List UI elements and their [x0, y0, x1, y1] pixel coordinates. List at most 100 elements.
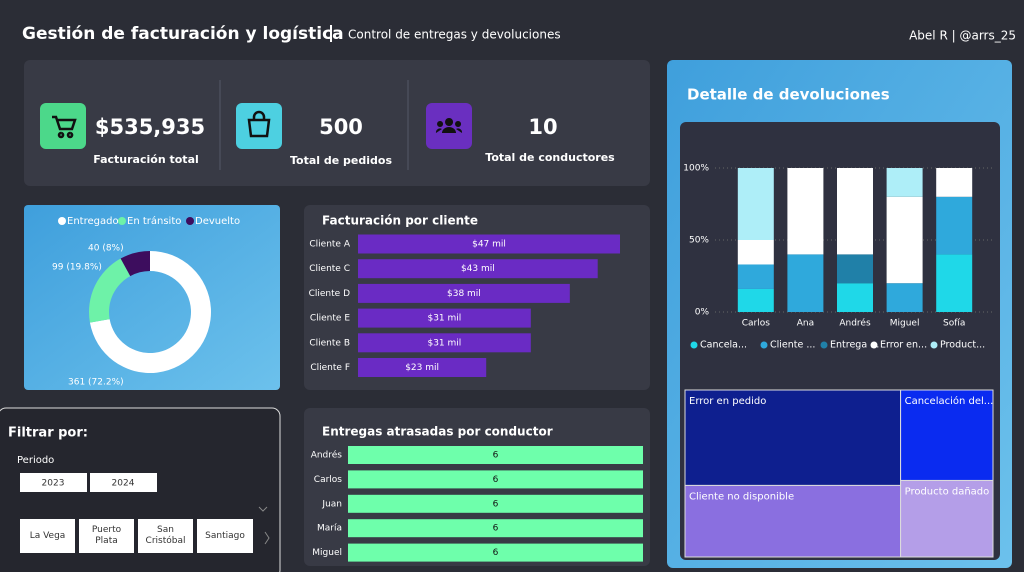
bar — [348, 446, 643, 464]
chart-title: Entregas atrasadas por conductor — [322, 425, 553, 439]
chart-title: Facturación por cliente — [322, 214, 478, 228]
filter-title: Filtrar por: — [8, 426, 88, 441]
data-label: $47 mil — [472, 240, 506, 250]
legend-label: Devuelto — [195, 216, 240, 227]
legend-label: Cancela... — [700, 340, 747, 351]
treemap-label: Error en pedido — [689, 396, 766, 407]
data-label: $31 mil — [427, 338, 461, 348]
kpi-icon — [236, 103, 282, 149]
legend-marker — [870, 341, 878, 349]
data-label: $43 mil — [461, 264, 495, 274]
kpi-label: Total de conductores — [485, 151, 615, 164]
bar — [358, 308, 531, 328]
bar-segment — [886, 196, 923, 284]
location-tile[interactable]: Puerto Plata — [79, 519, 134, 553]
bar-segment — [936, 254, 973, 312]
bar — [348, 494, 643, 513]
subtitle: Control de entregas y devoluciones — [348, 28, 561, 42]
category-label: Andrés — [311, 450, 343, 461]
data-label: 361 (72.2%) — [68, 378, 124, 388]
donut-slice — [120, 251, 150, 277]
user: Abel R | @arrs_25 — [909, 29, 1016, 43]
category-label: Miguel — [312, 548, 342, 558]
category-label: Cliente C — [309, 264, 350, 274]
data-label: $23 mil — [405, 363, 439, 373]
year-label[interactable]: 2023 — [42, 479, 65, 489]
year-label[interactable]: 2024 — [112, 479, 135, 489]
data-label: $31 mil — [427, 314, 461, 324]
location-tile[interactable]: Santiago — [197, 519, 253, 553]
category-label: Cliente B — [309, 338, 350, 348]
title: Gestión de facturación y logística — [22, 24, 344, 44]
bar-segment — [787, 254, 824, 312]
bar-segment — [737, 288, 774, 312]
category-label: Cliente F — [310, 363, 350, 373]
data-label: 6 — [493, 499, 499, 509]
bar — [358, 234, 620, 254]
kpi-label: Total de pedidos — [290, 154, 392, 167]
kpi-panel — [24, 60, 650, 186]
donut-panel — [24, 205, 280, 390]
bar-segment — [787, 168, 824, 255]
treemap-tile — [684, 484, 902, 558]
bar — [348, 543, 643, 562]
legend-marker — [186, 217, 194, 225]
legend-marker — [820, 341, 828, 349]
location-tile[interactable]: San Cristóbal — [138, 519, 193, 553]
x-tick-label: Andrés — [839, 318, 871, 329]
bar-segment — [837, 168, 873, 255]
period-label: Periodo — [17, 455, 54, 466]
data-label: 6 — [493, 475, 499, 485]
bar-segment — [936, 168, 973, 197]
data-label: $38 mil — [447, 289, 481, 299]
kpi-value: $535,935 — [95, 115, 205, 139]
legend-label: En tránsito — [127, 215, 181, 227]
kpi-value: 10 — [528, 115, 557, 139]
kpi-icon — [40, 103, 86, 149]
chart-title: Detalle de devoluciones — [687, 86, 890, 104]
location-tile[interactable]: La Vega — [20, 519, 75, 553]
donut-slice — [89, 251, 211, 373]
y-tick-label: 50% — [689, 236, 709, 246]
legend-label: Entrega ... — [830, 340, 879, 351]
bag-icon — [247, 110, 271, 138]
treemap-label: Cliente no disponible — [689, 491, 794, 502]
bar — [358, 259, 598, 279]
data-label: 6 — [493, 451, 499, 461]
bar — [348, 470, 643, 489]
category-label: María — [317, 524, 342, 534]
legend-marker — [690, 341, 698, 349]
chevron[interactable] — [258, 506, 270, 545]
bar-segment — [737, 168, 774, 240]
x-tick-label: Miguel — [890, 319, 920, 329]
legend-marker — [118, 217, 126, 225]
category-label: Cliente D — [309, 289, 350, 299]
category-label: Cliente A — [309, 240, 350, 250]
legend-marker — [930, 341, 938, 349]
cart-icon — [52, 115, 77, 139]
bar — [358, 333, 531, 353]
bar-segment — [936, 196, 973, 255]
legend-label: Error en... — [880, 340, 927, 351]
bar — [358, 358, 487, 377]
kpi-icon — [426, 103, 472, 149]
data-label: 40 (8%) — [88, 244, 124, 254]
bar-segment — [737, 240, 774, 265]
legend-marker — [58, 217, 66, 225]
bar-segment — [737, 264, 774, 289]
treemap-tile — [900, 479, 994, 558]
year-button[interactable] — [90, 473, 157, 492]
legend-label: Cliente ... — [770, 340, 815, 351]
legend-label: Entregado — [67, 216, 119, 227]
data-label: 6 — [493, 548, 499, 558]
bar-segment — [886, 283, 923, 312]
bar-segment — [886, 168, 923, 197]
kpi-value: 500 — [319, 115, 363, 139]
year-button[interactable] — [20, 473, 87, 492]
location-tiles: La Vega Puerto Plata San Cristóbal Santi… — [20, 519, 253, 553]
x-tick-label: Sofía — [943, 319, 965, 329]
people-icon — [435, 118, 463, 133]
separator — [330, 25, 332, 42]
